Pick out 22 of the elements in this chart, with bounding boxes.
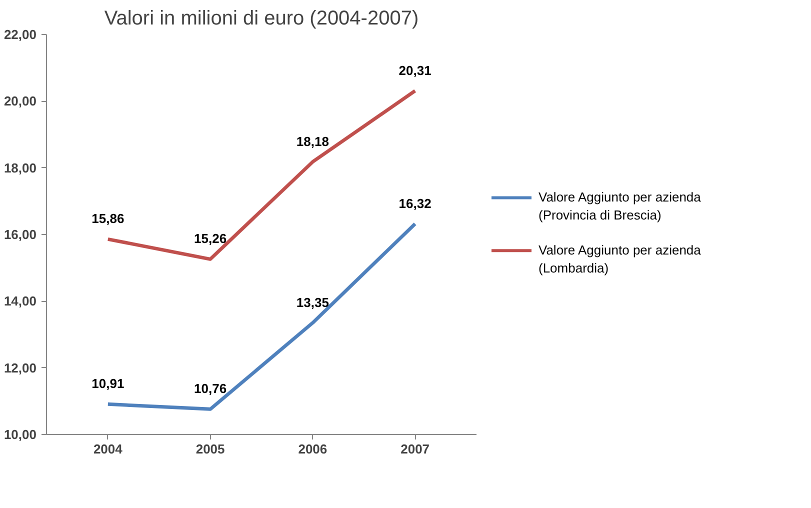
x-tick-label: 2006 — [298, 442, 328, 456]
data-label: 10,91 — [92, 376, 124, 392]
y-tick-label: 12,00 — [4, 360, 37, 376]
y-tick-label: 16,00 — [4, 227, 37, 242]
y-tick-label: 10,00 — [4, 427, 37, 442]
legend-label: Valore Aggiunto per azienda (Provincia di Brescia) — [538, 190, 702, 223]
data-label: 13,35 — [296, 294, 329, 310]
data-label: 15,26 — [194, 231, 227, 246]
data-label: 18,18 — [296, 134, 329, 149]
data-label: 16,32 — [398, 196, 432, 211]
data-label: 15,86 — [92, 211, 124, 226]
chart-title: Valori in milioni di euro (2004-2007) — [104, 8, 419, 30]
y-tick-label: 22,00 — [4, 27, 37, 42]
x-tick-label: 2004 — [93, 442, 124, 456]
x-tick-label: 2005 — [196, 442, 225, 456]
data-label: 10,76 — [194, 381, 227, 396]
x-tick-label: 2007 — [400, 442, 430, 456]
y-tick-label: 20,00 — [4, 94, 37, 109]
legend-label: Valore Aggiunto per azienda (Lombardia) — [538, 242, 702, 276]
y-tick-label: 18,00 — [4, 160, 37, 176]
y-tick-label: 14,00 — [4, 294, 37, 309]
data-label: 20,31 — [398, 62, 432, 78]
